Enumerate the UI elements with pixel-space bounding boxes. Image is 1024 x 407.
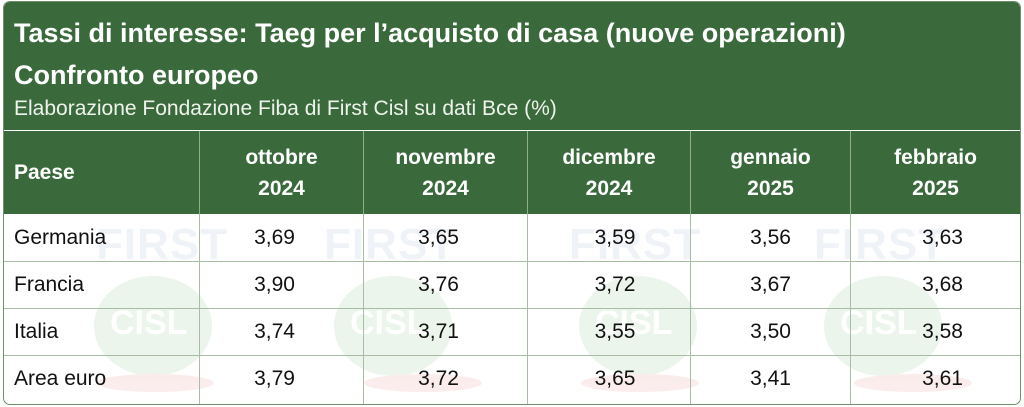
column-header-novembre-2024: novembre 2024	[364, 131, 527, 214]
value-cell: 3,68	[922, 272, 963, 296]
table-row: Germania 3,69 3,65 3,59 3,56 3,63	[4, 214, 1020, 262]
value-cell: 3,79	[254, 366, 295, 390]
value-cell: 3,41	[750, 366, 791, 390]
table-title: Tassi di interesse: Taeg per l’acquisto …	[14, 18, 846, 48]
table-title-line2: Confronto europeo	[14, 60, 259, 90]
value-cell: 3,58	[922, 319, 963, 343]
value-cell: 3,55	[594, 319, 636, 343]
country-cell: Germania	[14, 225, 107, 249]
value-cell: 3,63	[922, 225, 963, 249]
value-cell: 3,72	[594, 272, 636, 296]
column-header-year: 2024	[585, 176, 633, 200]
column-header-label: Paese	[14, 161, 75, 184]
country-cell: Italia	[14, 319, 59, 343]
value-cell: 3,56	[750, 225, 791, 249]
table-row: Area euro 3,79 3,72 3,65 3,41 3,61	[4, 355, 1020, 402]
column-header-month: febbraio	[894, 145, 977, 169]
column-header-febbraio-2025: febbraio 2025	[851, 131, 1020, 214]
column-header-ottobre-2024: ottobre 2024	[200, 131, 363, 214]
country-cell: Francia	[14, 272, 85, 296]
column-header-gennaio-2025: gennaio 2025	[691, 131, 850, 214]
column-header-row: Paese ottobre 2024 novembre 2024 dicembr…	[4, 131, 1020, 214]
column-header-dicembre-2024: dicembre 2024	[528, 131, 690, 214]
country-cell: Area euro	[14, 366, 107, 390]
table-card: Tassi di interesse: Taeg per l’acquisto …	[3, 1, 1021, 405]
value-cell: 3,72	[418, 366, 459, 390]
table-body: FIRST CISL FIRST CISL FIRST CISL FIRST C…	[4, 214, 1020, 404]
table-subtitle: Elaborazione Fondazione Fiba di First Ci…	[14, 97, 557, 120]
value-cell: 3,90	[254, 272, 295, 296]
table-row: Francia 3,90 3,76 3,72 3,67 3,68	[4, 261, 1020, 309]
column-header-month: gennaio	[730, 145, 811, 169]
value-cell: 3,71	[418, 319, 459, 343]
column-header-year: 2024	[422, 176, 469, 200]
value-cell: 3,61	[922, 366, 963, 390]
column-header-month: novembre	[395, 145, 496, 169]
table-header: Tassi di interesse: Taeg per l’acquisto …	[4, 2, 1020, 130]
value-cell: 3,74	[254, 319, 295, 343]
value-cell: 3,65	[594, 366, 636, 390]
value-cell: 3,65	[418, 225, 459, 249]
column-header-month: dicembre	[562, 145, 656, 169]
value-cell: 3,59	[594, 225, 636, 249]
value-cell: 3,50	[750, 319, 791, 343]
value-cell: 3,67	[750, 272, 791, 296]
column-header-paese: Paese	[4, 131, 199, 214]
value-cell: 3,69	[254, 225, 295, 249]
column-header-month: ottobre	[245, 145, 318, 169]
value-cell: 3,76	[418, 272, 459, 296]
column-header-year: 2025	[747, 176, 794, 200]
column-header-year: 2024	[258, 176, 305, 200]
table-row: Italia 3,74 3,71 3,55 3,50 3,58	[4, 308, 1020, 356]
column-header-year: 2025	[912, 176, 959, 200]
